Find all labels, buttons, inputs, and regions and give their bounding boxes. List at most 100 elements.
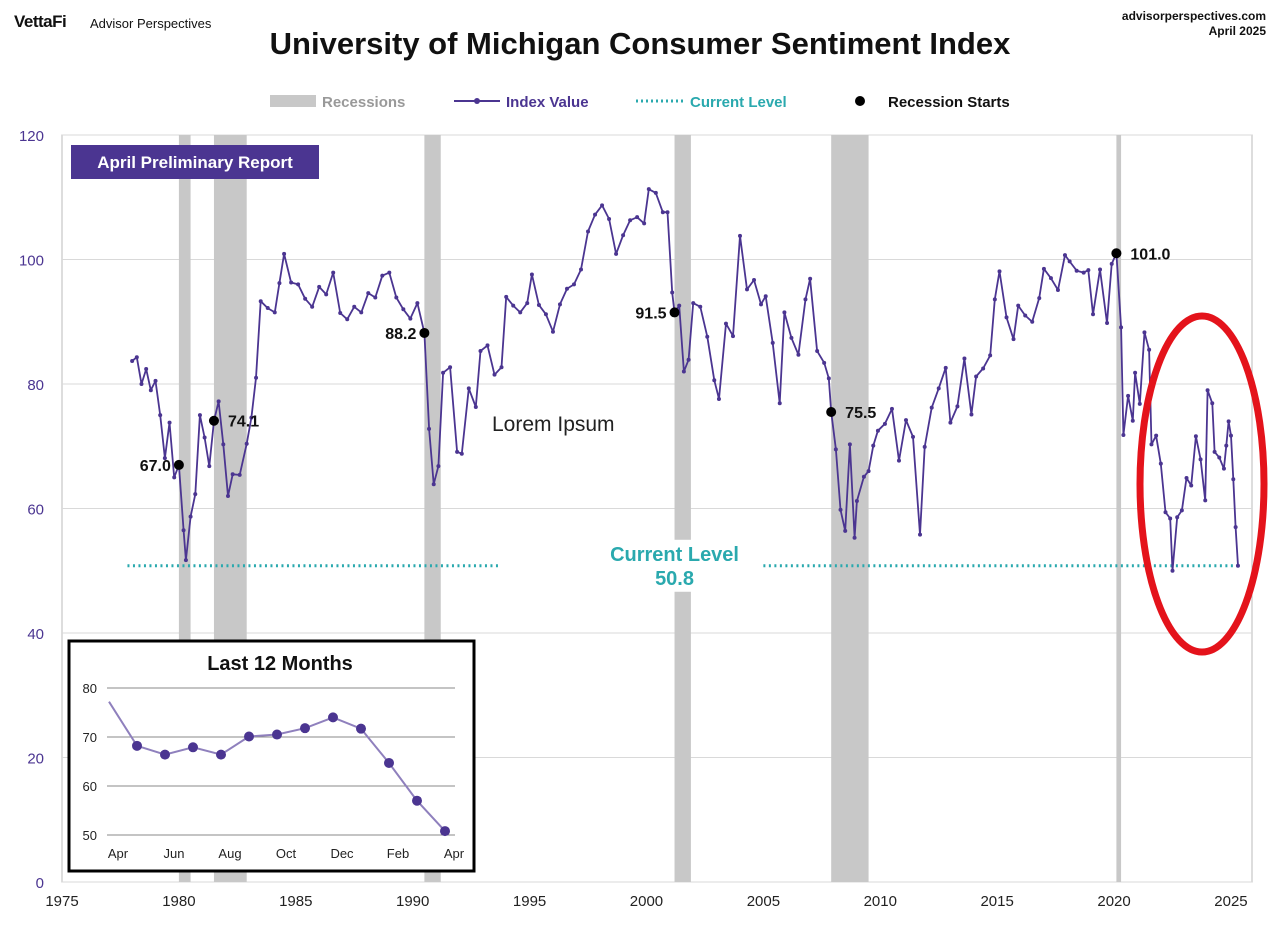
- index-point: [1137, 401, 1142, 406]
- index-point: [1179, 508, 1184, 513]
- index-point: [854, 499, 859, 504]
- index-point: [607, 217, 612, 222]
- index-point: [1217, 455, 1222, 460]
- index-point: [1011, 337, 1016, 342]
- inset-point: [188, 742, 198, 753]
- index-point: [847, 442, 852, 447]
- index-point: [564, 286, 569, 291]
- index-point: [691, 301, 696, 306]
- index-point: [1189, 483, 1194, 488]
- recession-start-label: 101.0: [1130, 246, 1170, 263]
- inset-x-tick-label: Dec: [330, 846, 354, 861]
- index-point: [737, 233, 742, 238]
- y-tick-label: 0: [36, 875, 44, 892]
- index-point: [1105, 320, 1110, 325]
- index-point: [988, 353, 993, 358]
- y-tick-label: 100: [19, 253, 44, 270]
- index-point: [296, 282, 301, 287]
- index-point: [352, 304, 357, 309]
- index-point: [1074, 268, 1079, 273]
- index-point: [1030, 319, 1035, 324]
- index-point: [896, 458, 901, 463]
- index-point: [803, 297, 808, 302]
- legend-current-label: Current Level: [690, 94, 787, 111]
- site-url[interactable]: advisorperspectives.com: [1121, 9, 1266, 23]
- recession-start-label: 88.2: [385, 326, 416, 343]
- x-tick-label: 1995: [513, 893, 546, 910]
- index-point: [504, 294, 509, 299]
- index-point: [705, 334, 710, 339]
- index-point: [162, 456, 167, 461]
- index-point: [216, 399, 221, 404]
- recession-start-label: 75.5: [845, 405, 876, 422]
- index-point: [1193, 434, 1198, 439]
- index-point: [586, 229, 591, 234]
- index-point: [1210, 401, 1215, 406]
- index-point: [723, 321, 728, 326]
- index-point: [918, 532, 923, 537]
- recession-start-label: 67.0: [140, 458, 171, 475]
- index-point: [331, 270, 336, 275]
- index-point: [861, 474, 866, 479]
- inset-point: [216, 749, 226, 760]
- index-point: [843, 528, 848, 533]
- index-point: [310, 304, 315, 309]
- inset-point: [300, 723, 310, 734]
- index-point: [1041, 266, 1046, 271]
- inset-x-tick-label: Feb: [387, 846, 409, 861]
- index-point: [387, 270, 392, 275]
- index-point: [716, 396, 721, 401]
- index-point: [148, 388, 153, 393]
- index-point: [188, 514, 193, 519]
- index-point: [459, 451, 464, 456]
- index-point: [529, 272, 534, 277]
- index-point: [1205, 388, 1210, 393]
- y-tick-label: 40: [27, 626, 44, 643]
- index-point: [478, 349, 483, 354]
- index-point: [948, 420, 953, 425]
- index-point: [1228, 433, 1233, 438]
- x-tick-label: 1975: [45, 893, 78, 910]
- inset-x-tick-label: Jun: [164, 846, 185, 861]
- index-point: [579, 267, 584, 272]
- index-point: [1023, 313, 1028, 318]
- index-point: [600, 203, 605, 208]
- index-point: [455, 449, 460, 454]
- index-point: [359, 310, 364, 315]
- index-point: [415, 301, 420, 306]
- index-point: [882, 421, 887, 426]
- inset-x-tick-label: Apr: [444, 846, 465, 861]
- index-point: [272, 310, 277, 315]
- index-point: [871, 443, 876, 448]
- index-point: [730, 334, 735, 339]
- y-tick-label: 60: [27, 502, 44, 519]
- index-point: [815, 349, 820, 354]
- current-level-value: 50.8: [655, 568, 694, 590]
- inset-point: [272, 729, 282, 740]
- x-tick-label: 1980: [162, 893, 195, 910]
- index-point: [543, 312, 548, 317]
- y-tick-label: 80: [27, 377, 44, 394]
- index-point: [249, 415, 254, 420]
- index-point: [431, 482, 436, 487]
- annotation-text: Lorem Ipsum: [492, 413, 615, 436]
- index-point: [499, 365, 504, 370]
- index-point: [782, 310, 787, 315]
- index-point: [172, 475, 177, 480]
- report-badge-label: April Preliminary Report: [97, 153, 293, 172]
- inset-y-tick-label: 70: [83, 730, 97, 745]
- index-point: [833, 447, 838, 452]
- recession-start-label: 74.1: [228, 414, 259, 431]
- index-point: [1175, 515, 1180, 520]
- index-point: [955, 404, 960, 409]
- index-point: [1233, 525, 1238, 530]
- recession-band: [178, 135, 191, 882]
- index-point: [889, 406, 894, 411]
- x-tick-label: 1990: [396, 893, 429, 910]
- index-point: [681, 369, 686, 374]
- y-tick-label: 20: [27, 751, 44, 768]
- index-point: [207, 464, 212, 469]
- index-point: [992, 297, 997, 302]
- index-point: [838, 507, 843, 512]
